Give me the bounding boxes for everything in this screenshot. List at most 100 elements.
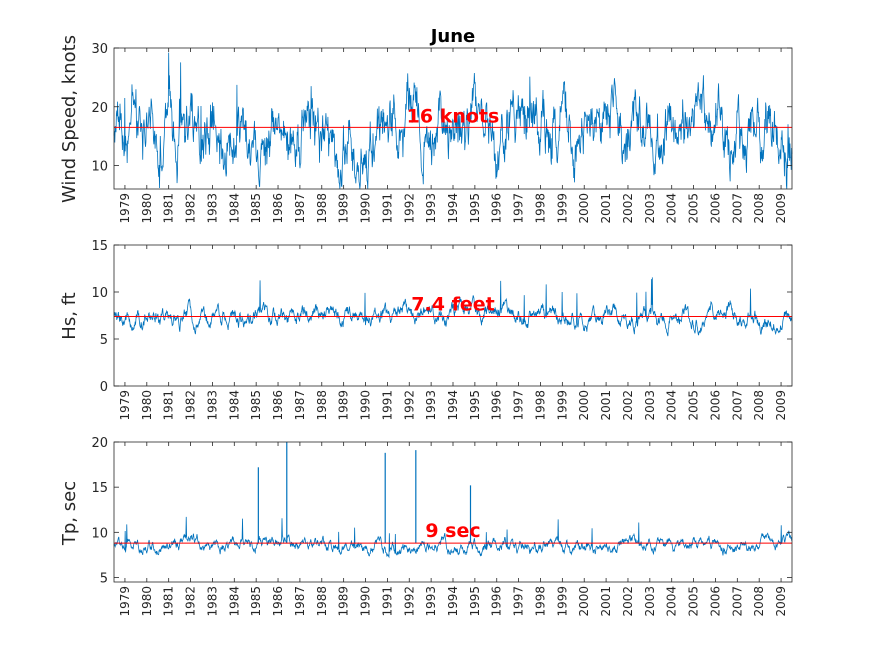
x-tick-label: 1997 bbox=[512, 390, 526, 421]
x-tick-label: 1980 bbox=[140, 390, 154, 421]
x-tick-label: 1982 bbox=[184, 390, 198, 421]
x-tick-label: 1987 bbox=[293, 586, 307, 617]
x-tick-label: 1990 bbox=[359, 390, 373, 421]
x-tick-label: 2005 bbox=[687, 390, 701, 421]
x-tick-label: 1998 bbox=[533, 390, 547, 421]
x-tick-label: 1995 bbox=[468, 193, 482, 224]
x-tick-label: 1989 bbox=[337, 390, 351, 421]
x-tick-label: 2009 bbox=[774, 193, 788, 224]
x-tick-label: 2003 bbox=[643, 586, 657, 617]
x-tick-label: 2008 bbox=[752, 390, 766, 421]
y-tick-label: 10 bbox=[91, 526, 108, 541]
mean-annotation: 16 knots bbox=[407, 105, 500, 127]
chart-title: June bbox=[429, 26, 476, 47]
wind-speed-panel: June Wind Speed, knots 16 knots 10 20 30 197… bbox=[59, 26, 793, 224]
x-tick-label: 2004 bbox=[665, 193, 679, 224]
x-tick-label: 2008 bbox=[752, 586, 766, 617]
x-tick-label: 1984 bbox=[227, 193, 241, 224]
y-tick-label: 15 bbox=[91, 481, 108, 496]
x-tick-label: 2003 bbox=[643, 193, 657, 224]
x-tick-label: 1996 bbox=[490, 390, 504, 421]
x-tick-label: 1999 bbox=[555, 193, 569, 224]
x-tick-label: 1998 bbox=[533, 586, 547, 617]
hs-y-label: Hs, ft bbox=[59, 292, 80, 339]
x-tick-label: 1979 bbox=[118, 390, 132, 421]
x-tick-label: 1981 bbox=[162, 390, 176, 421]
x-tick-label: 1999 bbox=[555, 390, 569, 421]
x-tick-label: 1985 bbox=[249, 586, 263, 617]
x-tick-label: 2006 bbox=[708, 193, 722, 224]
x-tick-label: 1979 bbox=[118, 586, 132, 617]
x-tick-label: 2001 bbox=[599, 390, 613, 421]
y-tick-label: 20 bbox=[91, 436, 108, 451]
y-tick-label: 10 bbox=[91, 160, 108, 175]
x-tick-label: 1982 bbox=[184, 193, 198, 224]
plot-area bbox=[114, 442, 792, 582]
x-tick-label: 1984 bbox=[227, 390, 241, 421]
x-tick-label: 1988 bbox=[315, 390, 329, 421]
mean-annotation: 7.4 feet bbox=[411, 293, 494, 315]
x-tick-label: 1986 bbox=[271, 586, 285, 617]
x-tick-label: 2007 bbox=[730, 586, 744, 617]
x-tick-label: 1995 bbox=[468, 390, 482, 421]
x-tick-label: 1983 bbox=[205, 193, 219, 224]
x-tick-label: 2009 bbox=[774, 390, 788, 421]
x-tick-label: 1998 bbox=[533, 193, 547, 224]
y-tick-label: 0 bbox=[100, 380, 108, 395]
x-tick-label: 1999 bbox=[555, 586, 569, 617]
x-tick-label: 1994 bbox=[446, 390, 460, 421]
x-tick-label: 2006 bbox=[708, 586, 722, 617]
x-tick-label: 1994 bbox=[446, 586, 460, 617]
x-tick-label: 1981 bbox=[162, 193, 176, 224]
wind-speed-y-label: Wind Speed, knots bbox=[59, 35, 80, 203]
y-tick-label: 5 bbox=[100, 333, 108, 348]
tp-panel: Tp, sec 9 sec 5 10 15 20 1979 1980 1981 1982 1983… bbox=[59, 436, 793, 617]
x-tick-label: 1986 bbox=[271, 390, 285, 421]
x-tick-label: 2005 bbox=[687, 586, 701, 617]
x-tick-label: 1993 bbox=[424, 193, 438, 224]
plot-area bbox=[114, 245, 792, 386]
x-tick-label: 2003 bbox=[643, 390, 657, 421]
x-tick-label: 1997 bbox=[512, 193, 526, 224]
x-tick-label: 1991 bbox=[380, 586, 394, 617]
x-tick-label: 2009 bbox=[774, 586, 788, 617]
x-tick-label: 1985 bbox=[249, 390, 263, 421]
x-tick-label: 1979 bbox=[118, 193, 132, 224]
x-tick-label: 2001 bbox=[599, 193, 613, 224]
x-tick-label: 2008 bbox=[752, 193, 766, 224]
x-tick-label: 1991 bbox=[380, 193, 394, 224]
tp-y-label: Tp, sec bbox=[59, 481, 80, 546]
x-tick-label: 2002 bbox=[621, 390, 635, 421]
x-tick-label: 2007 bbox=[730, 390, 744, 421]
y-tick-label: 30 bbox=[91, 42, 108, 57]
x-tick-label: 2004 bbox=[665, 390, 679, 421]
x-tick-label: 1993 bbox=[424, 586, 438, 617]
x-tick-label: 1994 bbox=[446, 193, 460, 224]
x-tick-label: 2000 bbox=[577, 193, 591, 224]
x-tick-label: 2006 bbox=[708, 390, 722, 421]
mean-annotation: 9 sec bbox=[425, 520, 480, 542]
x-tick-label: 1995 bbox=[468, 586, 482, 617]
x-tick-label: 1982 bbox=[184, 586, 198, 617]
x-tick-label: 1997 bbox=[512, 586, 526, 617]
x-tick-label: 2001 bbox=[599, 586, 613, 617]
x-tick-label: 1983 bbox=[205, 586, 219, 617]
x-tick-label: 2000 bbox=[577, 586, 591, 617]
x-tick-label: 1985 bbox=[249, 193, 263, 224]
x-tick-label: 1981 bbox=[162, 586, 176, 617]
x-tick-label: 1992 bbox=[402, 193, 416, 224]
x-tick-label: 2000 bbox=[577, 390, 591, 421]
y-tick-label: 15 bbox=[91, 239, 108, 254]
x-tick-label: 1991 bbox=[380, 390, 394, 421]
x-tick-label: 2004 bbox=[665, 586, 679, 617]
x-tick-label: 1980 bbox=[140, 193, 154, 224]
x-tick-label: 1984 bbox=[227, 586, 241, 617]
x-tick-label: 1988 bbox=[315, 193, 329, 224]
y-tick-label: 5 bbox=[100, 571, 108, 586]
y-tick-label: 10 bbox=[91, 286, 108, 301]
x-tick-label: 1992 bbox=[402, 390, 416, 421]
x-tick-label: 2007 bbox=[730, 193, 744, 224]
series-line bbox=[113, 277, 793, 337]
x-tick-label: 1989 bbox=[337, 586, 351, 617]
